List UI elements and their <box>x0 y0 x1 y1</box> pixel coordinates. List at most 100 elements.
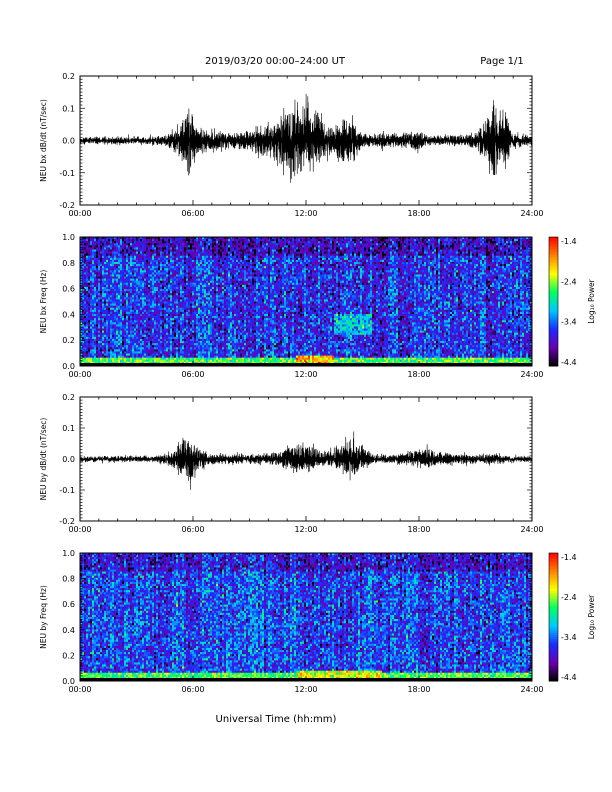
heatmap-cell <box>118 338 121 342</box>
heatmap-cell <box>132 241 135 244</box>
heatmap-cell <box>160 357 163 361</box>
heatmap-cell <box>118 305 121 309</box>
heatmap-cell <box>166 309 169 313</box>
heatmap-cell <box>114 353 117 356</box>
heatmap-cell <box>144 243 147 246</box>
heatmap-cell <box>132 299 135 302</box>
heatmap-cell <box>166 316 169 319</box>
heatmap-cell <box>90 332 93 336</box>
heatmap-cell <box>112 303 115 307</box>
heatmap-cell <box>120 351 123 354</box>
heatmap-cell <box>174 247 177 250</box>
heatmap-cell <box>150 326 153 329</box>
heatmap-cell <box>124 268 127 271</box>
heatmap-cell <box>122 282 125 286</box>
heatmap-cell <box>126 280 129 284</box>
heatmap-cell <box>124 316 127 319</box>
heatmap-cell <box>126 293 129 296</box>
heatmap-cell <box>84 355 87 359</box>
heatmap-cell <box>128 309 131 313</box>
heatmap-cell <box>180 305 183 309</box>
heatmap-cell <box>180 351 183 354</box>
heatmap-cell <box>176 247 179 250</box>
heatmap-cell <box>92 243 95 246</box>
heatmap-cell <box>80 289 83 292</box>
heatmap-cell <box>110 257 113 261</box>
heatmap-cell <box>176 318 179 321</box>
heatmap-cell <box>182 345 185 348</box>
heatmap-cell <box>164 264 167 267</box>
heatmap-cell <box>112 247 115 250</box>
heatmap-cell <box>160 349 163 352</box>
heatmap-cell <box>146 249 149 252</box>
heatmap-cell <box>84 347 87 350</box>
heatmap-cell <box>128 334 131 338</box>
heatmap-cell <box>118 297 121 300</box>
heatmap-cell <box>186 318 189 321</box>
heatmap-cell <box>106 253 109 257</box>
heatmap-cell <box>108 264 111 267</box>
heatmap-cell <box>158 324 161 327</box>
heatmap-cell <box>158 351 161 354</box>
heatmap-cell <box>136 268 139 271</box>
heatmap-cell <box>120 293 123 296</box>
heatmap-cell <box>174 309 177 313</box>
heatmap-cell <box>146 341 149 344</box>
heatmap-cell <box>120 297 123 300</box>
heatmap-cell <box>186 293 189 296</box>
heatmap-cell <box>116 353 119 356</box>
heatmap-cell <box>112 280 115 284</box>
heatmap-cell <box>118 334 121 338</box>
heatmap-cell <box>110 261 113 265</box>
heatmap-cell <box>94 261 97 265</box>
heatmap-cell <box>124 318 127 321</box>
heatmap-cell <box>136 330 139 334</box>
heatmap-cell <box>98 305 101 309</box>
heatmap-cell <box>124 357 127 361</box>
heatmap-cell <box>168 328 171 332</box>
heatmap-cell <box>154 351 157 354</box>
heatmap-cell <box>142 334 145 338</box>
heatmap-cell <box>84 299 87 302</box>
heatmap-cell <box>128 355 131 359</box>
heatmap-cell <box>134 255 137 259</box>
heatmap-cell <box>114 282 117 286</box>
heatmap-cell <box>104 241 107 244</box>
heatmap-cell <box>124 324 127 327</box>
heatmap-cell <box>162 309 165 313</box>
heatmap-cell <box>134 276 137 280</box>
heatmap-cell <box>124 264 127 267</box>
heatmap-cell <box>118 328 121 332</box>
heatmap-cell <box>102 307 105 311</box>
heatmap-cell <box>106 282 109 286</box>
heatmap-cell <box>144 266 147 269</box>
heatmap-cell <box>138 301 141 304</box>
heatmap-cell <box>158 353 161 356</box>
heatmap-cell <box>178 345 181 348</box>
heatmap-cell <box>96 326 99 329</box>
heatmap-cell <box>116 241 119 244</box>
heatmap-cell <box>128 347 131 350</box>
heatmap-cell <box>94 247 97 250</box>
heatmap-cell <box>162 243 165 246</box>
heatmap-cell <box>180 247 183 250</box>
heatmap-cell <box>170 334 173 338</box>
heatmap-cell <box>114 318 117 321</box>
heatmap-cell <box>142 332 145 336</box>
heatmap-cell <box>120 355 123 359</box>
heatmap-cell <box>148 241 151 244</box>
heatmap-cell <box>102 318 105 321</box>
heatmap-cell <box>168 326 171 329</box>
heatmap-cell <box>136 280 139 284</box>
heatmap-cell <box>186 280 189 284</box>
heatmap-cell <box>104 353 107 356</box>
heatmap-cell <box>172 349 175 352</box>
heatmap-cell <box>116 309 119 313</box>
heatmap-cell <box>100 278 103 282</box>
heatmap-cell <box>138 316 141 319</box>
heatmap-cell <box>106 297 109 300</box>
heatmap-cell <box>130 332 133 336</box>
heatmap-cell <box>156 334 159 338</box>
heatmap-cell <box>146 299 149 302</box>
heatmap-cell <box>156 305 159 309</box>
